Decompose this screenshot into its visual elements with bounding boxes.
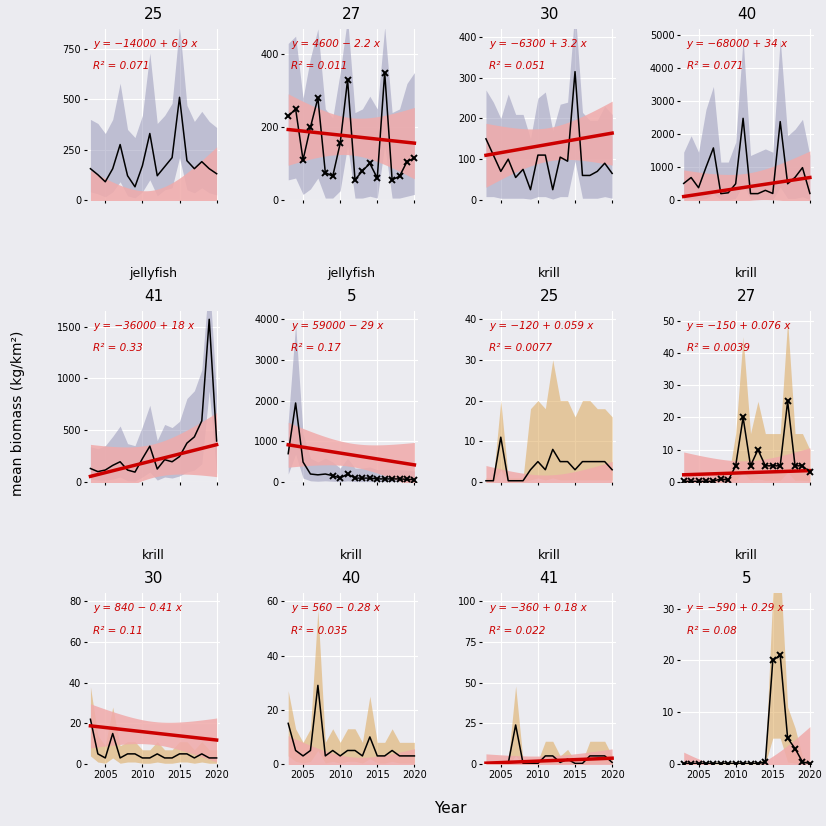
Text: R² = 0.071: R² = 0.071 [93,61,150,71]
Text: R² = 0.0039: R² = 0.0039 [686,344,750,354]
Text: 25: 25 [144,7,164,22]
Text: R² = 0.08: R² = 0.08 [686,625,737,635]
Text: y = −150 + 0.076 x: y = −150 + 0.076 x [686,321,791,331]
Text: 25: 25 [539,289,558,304]
Text: 5: 5 [346,289,356,304]
Text: y = −590 + 0.29 x: y = −590 + 0.29 x [686,603,785,614]
Text: R² = 0.0077: R² = 0.0077 [489,344,552,354]
Text: 40: 40 [342,572,361,586]
Text: y = −120 + 0.059 x: y = −120 + 0.059 x [489,321,593,331]
Text: y = 59000 − 29 x: y = 59000 − 29 x [292,321,383,331]
Text: y = 840 − 0.41 x: y = 840 − 0.41 x [93,603,183,614]
Text: y = −36000 + 18 x: y = −36000 + 18 x [93,321,195,331]
Text: krill: krill [735,268,758,280]
Text: R² = 0.17: R² = 0.17 [292,344,341,354]
Text: krill: krill [339,549,363,563]
Text: krill: krill [142,549,165,563]
Text: mean biomass (kg/km²): mean biomass (kg/km²) [12,330,25,496]
Text: Year: Year [434,801,467,816]
Text: 30: 30 [539,7,558,22]
Text: 41: 41 [144,289,164,304]
Text: R² = 0.051: R² = 0.051 [489,61,545,71]
Text: jellyfish: jellyfish [327,268,375,280]
Text: 27: 27 [342,7,361,22]
Text: 41: 41 [539,572,558,586]
Text: y = −6300 + 3.2 x: y = −6300 + 3.2 x [489,39,586,50]
Text: 5: 5 [742,572,752,586]
Text: R² = 0.33: R² = 0.33 [93,344,143,354]
Text: y = 560 − 0.28 x: y = 560 − 0.28 x [292,603,380,614]
Text: y = −14000 + 6.9 x: y = −14000 + 6.9 x [93,39,197,50]
Text: krill: krill [538,549,561,563]
Text: 40: 40 [737,7,757,22]
Text: R² = 0.11: R² = 0.11 [93,625,143,635]
Text: y = −360 + 0.18 x: y = −360 + 0.18 x [489,603,586,614]
Text: 27: 27 [737,289,757,304]
Text: 30: 30 [144,572,164,586]
Text: R² = 0.022: R² = 0.022 [489,625,545,635]
Text: krill: krill [538,268,561,280]
Text: jellyfish: jellyfish [130,268,178,280]
Text: R² = 0.035: R² = 0.035 [292,625,348,635]
Text: y = −68000 + 34 x: y = −68000 + 34 x [686,39,788,50]
Text: R² = 0.011: R² = 0.011 [292,61,348,71]
Text: R² = 0.071: R² = 0.071 [686,61,743,71]
Text: y = 4600 − 2.2 x: y = 4600 − 2.2 x [292,39,380,50]
Text: krill: krill [735,549,758,563]
